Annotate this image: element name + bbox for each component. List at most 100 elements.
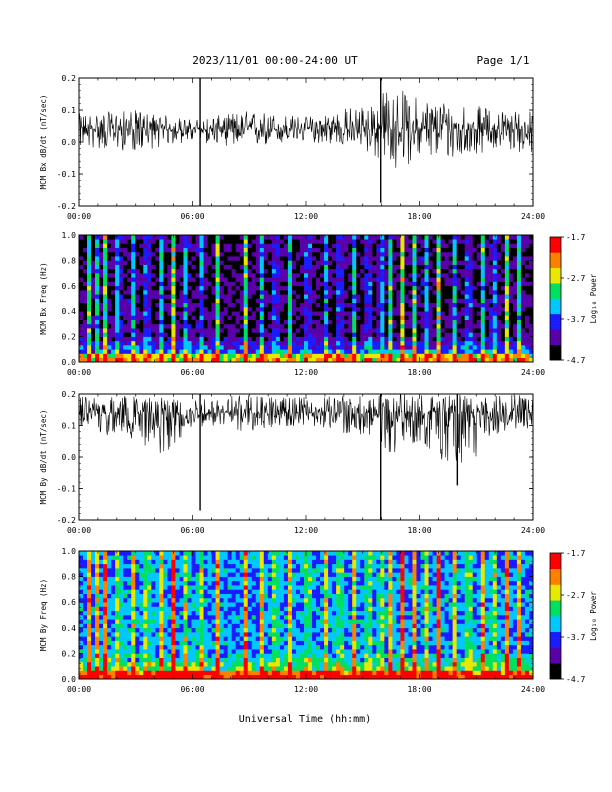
spectrogram-cell: [227, 251, 232, 257]
spectrogram-cell: [115, 353, 120, 359]
spectrogram-cell: [287, 328, 293, 333]
spectrogram-cell: [187, 623, 192, 629]
spectrogram-cell: [524, 328, 530, 333]
spectrogram-cell: [372, 306, 377, 312]
spectrogram-cell: [492, 302, 498, 308]
spectrogram-cell: [155, 653, 160, 658]
spectrogram-cell: [111, 551, 116, 556]
spectrogram-cell: [312, 243, 317, 248]
spectrogram-cell: [139, 670, 144, 676]
spectrogram-cell: [219, 551, 224, 556]
spectrogram-cell: [500, 273, 506, 278]
spectrogram-cell: [159, 623, 164, 629]
spectrogram-cell: [171, 597, 176, 603]
spectrogram-cell: [312, 336, 317, 342]
spectrogram-cell: [348, 357, 353, 363]
spectrogram-cell: [103, 602, 108, 607]
spectrogram-cell: [303, 264, 309, 270]
spectrogram-cell: [432, 247, 437, 253]
spectrogram-cell: [508, 268, 514, 274]
spectrogram-cell: [295, 239, 301, 244]
spectrogram-cell: [496, 256, 502, 261]
spectrogram-cell: [231, 251, 236, 257]
spectrogram-cell: [79, 674, 84, 680]
spectrogram-cell: [456, 336, 461, 342]
spectrogram-cell: [79, 606, 84, 612]
spectrogram-cell: [191, 315, 196, 320]
spectrogram-cell: [368, 349, 373, 354]
spectrogram-cell: [496, 251, 502, 257]
spectrogram-cell: [99, 353, 104, 359]
spectrogram-cell: [211, 644, 216, 650]
spectrogram-cell: [275, 281, 281, 287]
spectrogram-cell: [528, 349, 534, 354]
spectrogram-cell: [175, 666, 180, 671]
spectrogram-cell: [159, 636, 164, 641]
spectrogram-cell: [147, 585, 152, 590]
spectrogram-cell: [139, 602, 144, 607]
spectrogram-cell: [468, 336, 474, 342]
spectrogram-cell: [119, 610, 124, 616]
spectrogram-cell: [179, 580, 184, 586]
spectrogram-cell: [123, 302, 128, 308]
spectrogram-cell: [231, 235, 236, 240]
spectrogram-cell: [283, 260, 289, 265]
spectrogram-cell: [312, 290, 317, 295]
spectrogram-cell: [308, 345, 313, 350]
spectrogram-cell: [203, 674, 208, 680]
spectrogram-cell: [376, 243, 381, 248]
spectrogram-cell: [340, 294, 345, 299]
spectrogram-cell: [444, 239, 449, 244]
spectrogram-cell: [87, 644, 92, 650]
spectrogram-cell: [239, 353, 245, 359]
spectrogram-cell: [195, 315, 200, 320]
spectrogram-cell: [187, 328, 192, 333]
spectrogram-cell: [512, 260, 518, 265]
spectrogram-cell: [364, 243, 369, 248]
spectrogram-cell: [308, 290, 313, 295]
spectrogram-cell: [175, 674, 180, 680]
spectrogram-cell: [392, 290, 397, 295]
spectrogram-cell: [147, 610, 152, 616]
spectrogram-cell: [267, 235, 273, 240]
spectrogram-cell: [364, 345, 369, 350]
spectrogram-cell: [227, 243, 232, 248]
spectrogram-cell: [211, 323, 216, 329]
spectrogram-cell: [127, 597, 132, 603]
spectrogram-cell: [259, 315, 265, 320]
spectrogram-cell: [480, 256, 486, 261]
spectrogram-cell: [283, 311, 289, 316]
spectrogram-cell: [111, 239, 116, 244]
spectrogram-cell: [191, 615, 196, 620]
spectrogram-cell: [412, 323, 417, 329]
spectrogram-cell: [199, 260, 204, 265]
spectrogram-cell: [175, 576, 180, 582]
spectrogram-cell: [444, 243, 449, 248]
spectrogram-cell: [155, 239, 160, 244]
spectrogram-cell: [79, 345, 84, 350]
spectrogram-cell: [95, 260, 100, 265]
spectrogram-cell: [468, 328, 474, 333]
spectrogram-cell: [143, 323, 148, 329]
spectrogram-cell: [131, 332, 136, 337]
spectrogram-cell: [187, 602, 192, 607]
spectrogram-cell: [279, 345, 285, 350]
spectrogram-cell: [175, 306, 180, 312]
spectrogram-cell: [299, 336, 305, 342]
spectrogram-cell: [512, 319, 518, 325]
spectrogram-cell: [380, 281, 385, 287]
spectrogram-cell: [271, 273, 277, 278]
spectrogram-cell: [143, 285, 148, 291]
spectrogram-cell: [159, 256, 164, 261]
spectrogram-cell: [356, 336, 361, 342]
spectrogram-cell: [87, 649, 92, 654]
spectrogram-cell: [195, 345, 200, 350]
spectrogram-cell: [99, 615, 104, 620]
spectrogram-cell: [171, 306, 176, 312]
spectrogram-cell: [492, 353, 498, 359]
spectrogram-cell: [352, 345, 357, 350]
spectrogram-cell: [167, 623, 172, 629]
spectrogram-cell: [432, 319, 437, 325]
spectrogram-cell: [147, 644, 152, 650]
spectrogram-cell: [420, 340, 425, 346]
